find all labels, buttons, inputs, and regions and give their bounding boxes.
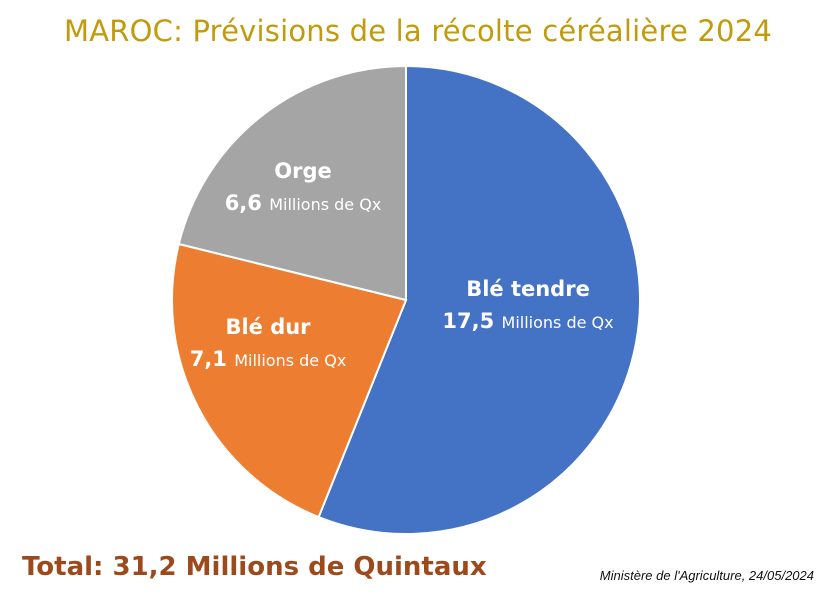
slice-label-value: 6,6 Millions de Qx <box>225 191 382 215</box>
slice-label-name: Blé dur <box>225 315 311 339</box>
slice-label-name: Orge <box>274 159 331 183</box>
pie-slice-bl-dur <box>171 242 408 519</box>
slice-label-value: 7,1 Millions de Qx <box>190 347 347 371</box>
pie-slice-bl-tendre <box>317 64 642 535</box>
slice-label-name: Blé tendre <box>466 277 590 301</box>
total-label: Total: 31,2 Millions de Quintaux <box>22 552 487 582</box>
slice-label-value: 17,5 Millions de Qx <box>442 309 613 333</box>
pie-slice-orge <box>177 64 407 302</box>
source-note: Ministère de l'Agriculture, 24/05/2024 <box>599 568 814 583</box>
chart-title: MAROC: Prévisions de la récolte céréaliè… <box>63 14 773 48</box>
